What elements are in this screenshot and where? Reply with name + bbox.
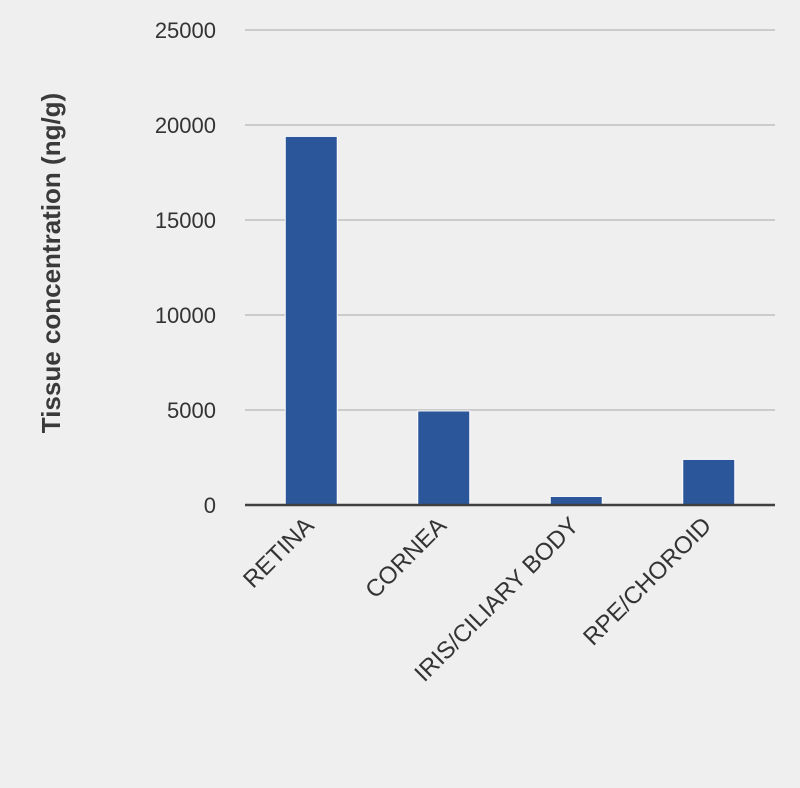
bars: [284, 135, 736, 506]
y-tick-label: 0: [204, 493, 216, 518]
bar: [549, 495, 603, 506]
y-tick-label: 20000: [155, 113, 216, 138]
y-tick-label: 10000: [155, 303, 216, 328]
x-tick-label: RPE/CHOROID: [578, 512, 717, 651]
y-axis-title: Tissue concentration (ng/g): [36, 93, 66, 433]
bar: [284, 135, 338, 506]
y-tick-label: 5000: [167, 398, 216, 423]
x-tick-label: CORNEA: [360, 512, 452, 604]
x-tick-label: RETINA: [238, 512, 319, 593]
bar: [682, 458, 736, 506]
bar: [417, 410, 471, 506]
y-tick-label: 15000: [155, 208, 216, 233]
y-tick-label: 25000: [155, 18, 216, 43]
